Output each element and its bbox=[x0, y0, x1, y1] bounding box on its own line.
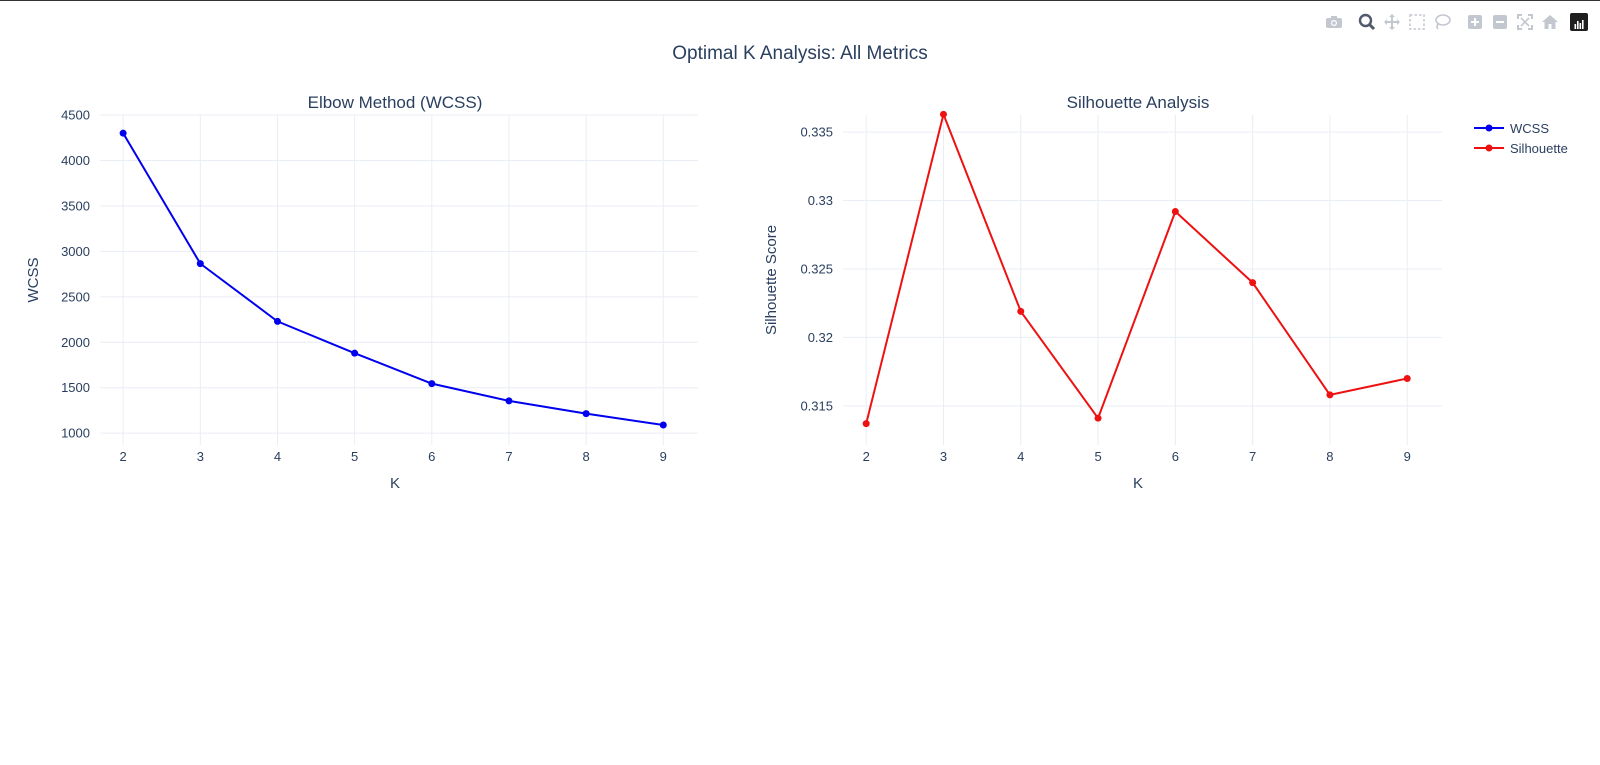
plot-modebar bbox=[1321, 12, 1588, 32]
lasso-icon[interactable] bbox=[1429, 12, 1454, 32]
elbow-y-tick-label: 4500 bbox=[61, 108, 90, 123]
elbow-x-tick-label: 5 bbox=[351, 449, 358, 464]
box-select-icon[interactable] bbox=[1404, 12, 1429, 32]
silhouette-y-tick-label: 0.315 bbox=[800, 398, 833, 413]
silhouette-x-axis-label: K bbox=[1133, 475, 1143, 492]
elbow-x-tick-label: 4 bbox=[274, 449, 281, 464]
top-border bbox=[0, 0, 1600, 1]
elbow-series-line bbox=[122, 132, 664, 426]
elbow-data-point[interactable] bbox=[119, 129, 127, 137]
legend: WCSS Silhouette bbox=[1474, 121, 1568, 156]
camera-icon[interactable] bbox=[1321, 12, 1346, 32]
zoom-out-icon[interactable] bbox=[1487, 12, 1512, 32]
silhouette-data-point[interactable] bbox=[1326, 391, 1334, 399]
elbow-y-tick-label: 3000 bbox=[61, 244, 90, 259]
silhouette-x-tick-label: 3 bbox=[940, 449, 947, 464]
elbow-data-point[interactable] bbox=[428, 380, 436, 388]
elbow-y-tick-label: 2500 bbox=[61, 289, 90, 304]
elbow-x-tick-label: 3 bbox=[197, 449, 204, 464]
silhouette-series-line bbox=[865, 113, 1408, 424]
silhouette-y-tick-label: 0.32 bbox=[808, 330, 833, 345]
legend-label-wcss: WCSS bbox=[1510, 121, 1549, 136]
legend-label-silhouette: Silhouette bbox=[1510, 141, 1568, 156]
elbow-x-tick-label: 8 bbox=[582, 449, 589, 464]
silhouette-x-tick-label: 4 bbox=[1017, 449, 1024, 464]
elbow-x-tick-label: 7 bbox=[505, 449, 512, 464]
elbow-y-tick-label: 4000 bbox=[61, 153, 90, 168]
silhouette-x-tick-label: 2 bbox=[863, 449, 870, 464]
elbow-subplot-title: Elbow Method (WCSS) bbox=[308, 93, 483, 112]
silhouette-y-tick-label: 0.325 bbox=[800, 261, 833, 276]
silhouette-data-point[interactable] bbox=[1017, 307, 1025, 315]
autoscale-icon[interactable] bbox=[1512, 12, 1537, 32]
silhouette-data-point[interactable] bbox=[1403, 374, 1411, 382]
silhouette-y-tick-label: 0.33 bbox=[808, 193, 833, 208]
elbow-data-point[interactable] bbox=[351, 349, 359, 357]
elbow-x-tick-label: 2 bbox=[120, 449, 127, 464]
silhouette-x-tick-label: 7 bbox=[1249, 449, 1256, 464]
silhouette-y-tick-label: 0.335 bbox=[800, 125, 833, 140]
silhouette-subplot: Silhouette Analysis K Silhouette Score 2… bbox=[763, 93, 1442, 492]
silhouette-data-point[interactable] bbox=[939, 110, 947, 118]
elbow-data-point[interactable] bbox=[582, 410, 590, 418]
elbow-x-tick-label: 9 bbox=[660, 449, 667, 464]
elbow-y-tick-label: 3500 bbox=[61, 198, 90, 213]
elbow-x-axis-label: K bbox=[390, 475, 400, 492]
elbow-x-tick-label: 6 bbox=[428, 449, 435, 464]
figure-title: Optimal K Analysis: All Metrics bbox=[672, 43, 928, 64]
legend-item-wcss[interactable]: WCSS bbox=[1474, 121, 1549, 136]
silhouette-x-tick-label: 6 bbox=[1172, 449, 1179, 464]
elbow-data-point[interactable] bbox=[659, 421, 667, 429]
zoom-icon[interactable] bbox=[1354, 12, 1379, 32]
elbow-subplot: Elbow Method (WCSS) K WCSS 2 3 4 5 6 7 8 9 1000 1… bbox=[25, 93, 698, 492]
silhouette-x-tick-label: 5 bbox=[1094, 449, 1101, 464]
elbow-data-point[interactable] bbox=[505, 397, 513, 405]
home-icon[interactable] bbox=[1537, 12, 1562, 32]
elbow-data-point[interactable] bbox=[273, 317, 281, 325]
silhouette-subplot-title: Silhouette Analysis bbox=[1067, 93, 1210, 112]
silhouette-data-point[interactable] bbox=[862, 420, 870, 428]
plotly-logo-icon[interactable] bbox=[1570, 13, 1588, 31]
silhouette-y-axis-label: Silhouette Score bbox=[763, 225, 780, 335]
silhouette-gridlines bbox=[843, 115, 1442, 445]
pan-icon[interactable] bbox=[1379, 12, 1404, 32]
zoom-in-icon[interactable] bbox=[1462, 12, 1487, 32]
elbow-y-axis-label: WCSS bbox=[25, 258, 42, 303]
legend-item-silhouette[interactable]: Silhouette bbox=[1474, 141, 1568, 156]
silhouette-x-tick-label: 8 bbox=[1326, 449, 1333, 464]
elbow-gridlines bbox=[100, 114, 698, 445]
elbow-y-tick-label: 1000 bbox=[61, 426, 90, 441]
silhouette-data-point[interactable] bbox=[1249, 279, 1257, 287]
elbow-y-tick-label: 2000 bbox=[61, 335, 90, 350]
silhouette-data-point[interactable] bbox=[1094, 414, 1102, 422]
elbow-data-point[interactable] bbox=[196, 260, 204, 268]
silhouette-data-point[interactable] bbox=[1171, 207, 1179, 215]
silhouette-x-tick-label: 9 bbox=[1404, 449, 1411, 464]
elbow-y-tick-label: 1500 bbox=[61, 380, 90, 395]
